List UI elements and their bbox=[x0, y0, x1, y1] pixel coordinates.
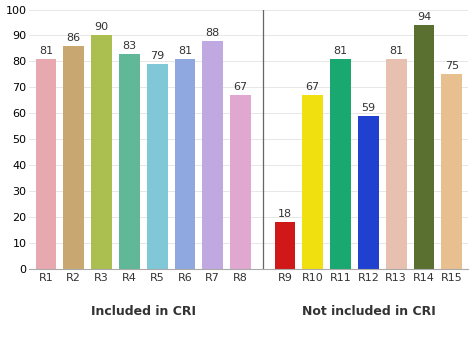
Bar bbox=[441, 74, 462, 269]
Bar bbox=[413, 25, 434, 269]
Text: 81: 81 bbox=[178, 46, 192, 56]
Bar bbox=[36, 59, 56, 269]
Text: Not included in CRI: Not included in CRI bbox=[301, 305, 435, 318]
Text: 83: 83 bbox=[122, 41, 137, 51]
Bar bbox=[230, 95, 251, 269]
Text: 94: 94 bbox=[417, 12, 431, 22]
Bar bbox=[330, 59, 351, 269]
Bar bbox=[302, 95, 323, 269]
Bar bbox=[386, 59, 407, 269]
Bar bbox=[64, 46, 84, 269]
Bar bbox=[147, 64, 168, 269]
Bar bbox=[91, 35, 112, 269]
Text: Included in CRI: Included in CRI bbox=[91, 305, 196, 318]
Bar bbox=[119, 54, 140, 269]
Text: 88: 88 bbox=[206, 28, 220, 38]
Text: 67: 67 bbox=[306, 82, 320, 92]
Text: 59: 59 bbox=[361, 103, 375, 113]
Bar bbox=[174, 59, 195, 269]
Bar bbox=[202, 41, 223, 269]
Text: 81: 81 bbox=[334, 46, 347, 56]
Bar bbox=[358, 116, 379, 269]
Text: 86: 86 bbox=[67, 33, 81, 43]
Text: 81: 81 bbox=[39, 46, 53, 56]
Text: 90: 90 bbox=[94, 22, 109, 32]
Text: 67: 67 bbox=[234, 82, 247, 92]
Bar bbox=[274, 222, 295, 269]
Text: 75: 75 bbox=[445, 61, 459, 71]
Text: 81: 81 bbox=[389, 46, 403, 56]
Text: 79: 79 bbox=[150, 51, 164, 61]
Text: 18: 18 bbox=[278, 209, 292, 219]
